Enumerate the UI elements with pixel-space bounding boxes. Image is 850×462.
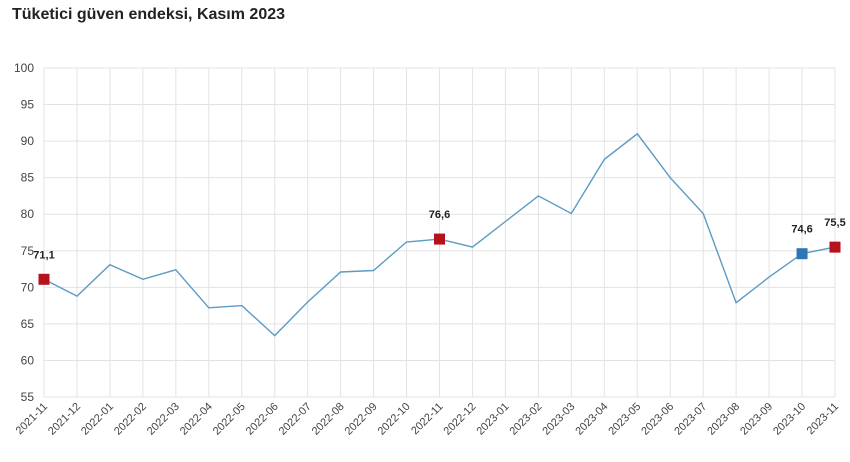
y-tick-label: 85 (21, 171, 35, 185)
chart-title: Tüketici güven endeksi, Kasım 2023 (12, 6, 286, 23)
data-point-marker (796, 248, 808, 260)
y-tick-label: 70 (21, 280, 35, 294)
x-tick-label: 2023-09 (738, 401, 775, 438)
data-label: 71,1 (33, 249, 54, 261)
x-tick-label: 2022-05 (211, 401, 248, 438)
x-tick-label: 2021-11 (14, 401, 50, 437)
data-point-marker (434, 233, 445, 245)
y-tick-label: 55 (21, 390, 35, 404)
x-tick-label: 2022-11 (409, 401, 445, 437)
y-tick-label: 100 (14, 61, 34, 75)
x-tick-label: 2022-02 (112, 401, 149, 438)
y-tick-label: 65 (21, 317, 35, 331)
x-tick-label: 2023-03 (540, 401, 577, 438)
y-tick-label: 80 (21, 207, 35, 221)
x-tick-label: 2023-02 (507, 401, 544, 438)
data-label: 74,6 (791, 224, 812, 236)
data-point-marker (829, 241, 841, 253)
x-tick-label: 2023-08 (705, 401, 742, 438)
x-tick-label: 2023-01 (475, 401, 512, 438)
data-label: 76,6 (429, 209, 450, 221)
x-tick-label: 2022-07 (277, 401, 314, 438)
x-tick-label: 2023-11 (805, 401, 841, 437)
x-tick-label: 2022-10 (376, 401, 413, 438)
y-tick-label: 90 (21, 134, 35, 148)
y-tick-label: 75 (21, 244, 35, 258)
x-tick-label: 2022-09 (343, 401, 380, 438)
x-tick-label: 2023-06 (639, 401, 676, 438)
x-tick-label: 2022-01 (79, 401, 116, 438)
x-tick-label: 2022-03 (145, 401, 182, 438)
x-tick-label: 2022-08 (310, 401, 347, 438)
x-tick-label: 2022-12 (442, 401, 479, 438)
x-tick-label: 2021-12 (46, 401, 83, 438)
x-tick-label: 2023-07 (672, 401, 709, 438)
data-point-marker (38, 273, 50, 285)
y-tick-label: 95 (21, 98, 35, 112)
x-tick-label: 2023-10 (771, 401, 808, 438)
x-tick-label: 2023-05 (606, 401, 643, 438)
x-tick-label: 2022-04 (178, 401, 215, 438)
x-tick-label: 2022-06 (244, 401, 281, 438)
y-tick-label: 60 (21, 353, 35, 367)
data-label: 75,5 (824, 217, 845, 229)
x-tick-label: 2023-04 (573, 401, 610, 438)
